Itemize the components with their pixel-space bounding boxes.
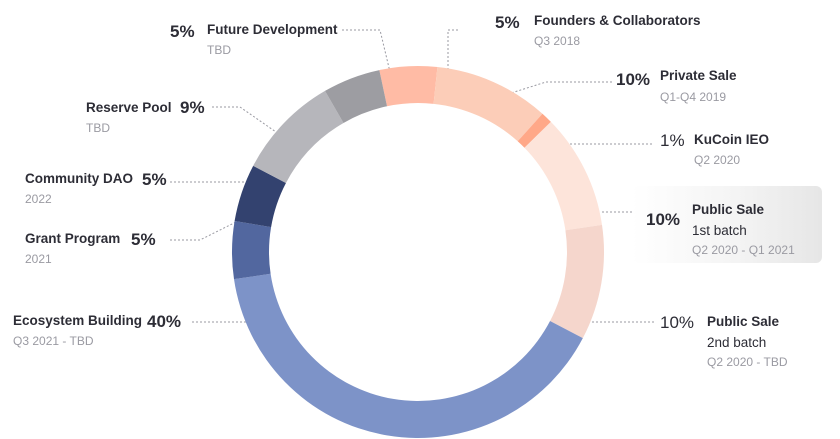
donut-slice-9 <box>325 70 388 123</box>
label-period-kucoin-ieo: Q2 2020 <box>694 153 741 167</box>
donut-slices <box>232 66 604 438</box>
label-pct-public-sale-2: 10% <box>660 313 695 332</box>
label-period-ecosystem: Q3 2021 - TBD <box>13 334 94 348</box>
label-name-private-sale: Private Sale <box>660 68 737 83</box>
label-name-founders: Founders & Collaborators <box>534 13 701 28</box>
label-period-public-sale-1: Q2 2020 - Q1 2021 <box>692 243 795 257</box>
label-name-future-development: Future Development <box>207 22 338 37</box>
label-pct-community-dao: 5% <box>142 170 167 189</box>
donut-slice-2 <box>517 113 551 148</box>
donut-slice-5 <box>233 273 583 438</box>
leader-lines <box>170 29 654 323</box>
label-pct-private-sale: 10% <box>616 70 651 89</box>
label-period-grant-program: 2021 <box>25 252 52 266</box>
label-name-public-sale-2: Public Sale <box>707 314 780 329</box>
label-period-public-sale-2: Q2 2020 - TBD <box>707 355 788 369</box>
label-pct-grant-program: 5% <box>131 230 156 249</box>
label-name-ecosystem: Ecosystem Building <box>13 313 143 328</box>
leader-line-9 <box>342 29 391 73</box>
label-pct-reserve-pool: 9% <box>180 98 205 117</box>
label-name-kucoin-ieo: KuCoin IEO <box>694 132 769 147</box>
leader-line-8 <box>212 106 277 133</box>
label-pct-ecosystem: 40% <box>147 312 182 331</box>
donut-slice-8 <box>253 90 344 183</box>
label-name-community-dao: Community DAO <box>25 171 133 186</box>
label-period-reserve-pool: TBD <box>86 121 110 135</box>
label-period-private-sale: Q1-Q4 2019 <box>660 90 727 104</box>
label-period-future-development: TBD <box>207 43 231 57</box>
label-period-founders: Q3 2018 <box>534 34 581 48</box>
label-name2-public-sale-2: 2nd batch <box>707 335 767 350</box>
leader-line-0 <box>447 29 458 72</box>
donut-slice-1 <box>433 67 543 142</box>
leader-line-6 <box>170 221 237 241</box>
label-name-grant-program: Grant Program <box>25 231 121 246</box>
label-name2-public-sale-1: 1st batch <box>692 223 747 238</box>
donut-slice-6 <box>232 220 272 280</box>
highlight-box-public-sale-1 <box>632 186 822 263</box>
donut-slice-3 <box>524 121 603 231</box>
donut-slice-0 <box>379 66 438 107</box>
label-pct-public-sale-1: 10% <box>646 210 681 229</box>
donut-slice-7 <box>234 165 286 228</box>
label-name-reserve-pool: Reserve Pool <box>86 100 172 115</box>
label-name-public-sale-1: Public Sale <box>692 202 765 217</box>
label-pct-future-development: 5% <box>170 22 195 41</box>
label-period-community-dao: 2022 <box>25 192 52 206</box>
label-pct-kucoin-ieo: 1% <box>660 131 685 150</box>
donut-slice-4 <box>550 224 604 339</box>
leader-line-1 <box>507 81 612 95</box>
label-pct-founders: 5% <box>495 13 520 32</box>
